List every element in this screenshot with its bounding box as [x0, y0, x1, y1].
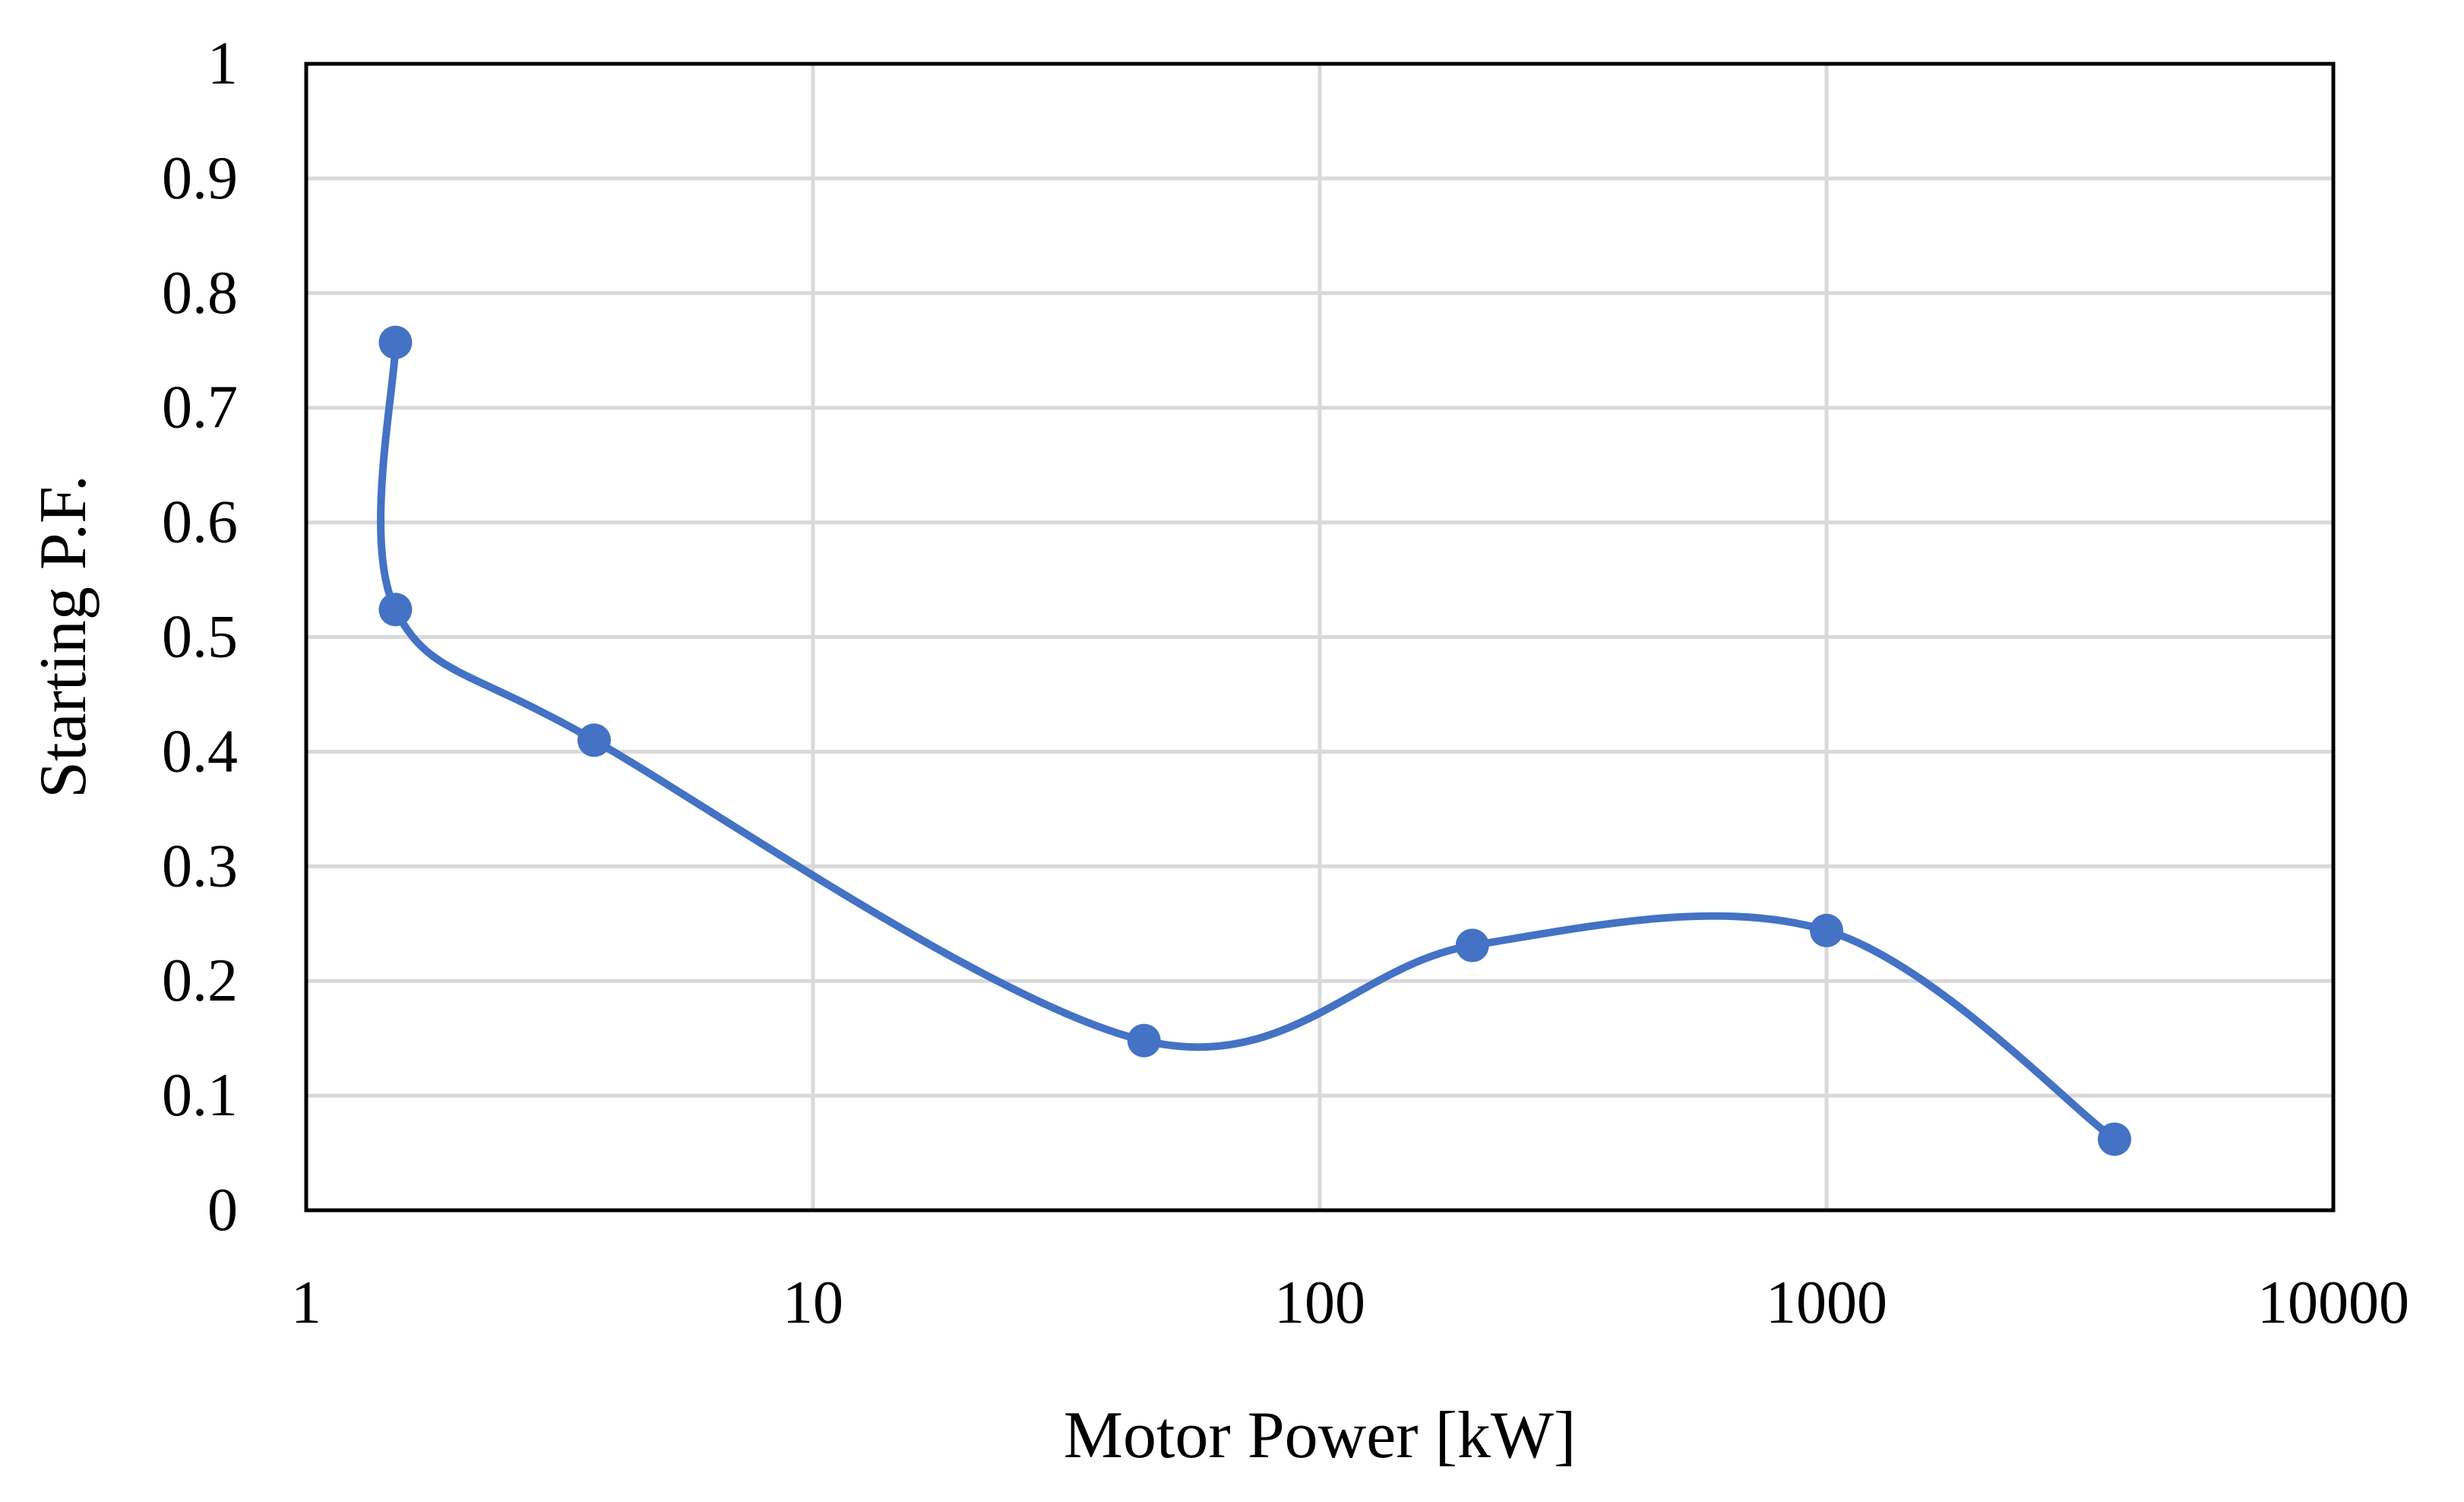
y-tick-label: 0 [207, 1177, 238, 1244]
x-tick-label: 1 [291, 1270, 321, 1336]
x-tick-label: 10000 [2257, 1270, 2409, 1336]
y-tick-label: 0.3 [162, 833, 238, 900]
y-tick-label: 0.5 [162, 604, 238, 671]
x-tick-label: 100 [1274, 1270, 1365, 1336]
y-axis-title: Starting P.F. [27, 475, 100, 798]
data-point [577, 723, 611, 757]
y-tick-label: 0.2 [162, 947, 238, 1014]
data-point [1127, 1023, 1161, 1058]
x-tick-label: 10 [783, 1270, 843, 1336]
y-tick-label: 0.6 [162, 489, 238, 556]
y-tick-label: 0.8 [162, 260, 238, 327]
x-tick-label: 1000 [1766, 1270, 1887, 1336]
series-group [377, 325, 2131, 1156]
data-point [1810, 913, 1843, 947]
gridlines [304, 62, 2336, 1213]
data-point [378, 593, 413, 627]
data-point [2097, 1122, 2131, 1156]
plot-area-frame [304, 62, 2336, 1213]
y-tick-label: 0.9 [162, 145, 238, 212]
tick-labels: 1 10 100 1000 10000 0 0.1 0.2 0.3 0.4 0.5 0.6 0.7 0.8… [162, 30, 2409, 1336]
x-axis-title: Motor Power [kW] [1064, 1399, 1577, 1472]
y-tick-label: 0.4 [162, 718, 238, 785]
y-tick-label: 1 [207, 30, 238, 97]
data-point [1455, 928, 1489, 963]
data-point [378, 325, 413, 359]
y-tick-label: 0.7 [162, 375, 238, 441]
y-tick-label: 0.1 [162, 1062, 238, 1129]
